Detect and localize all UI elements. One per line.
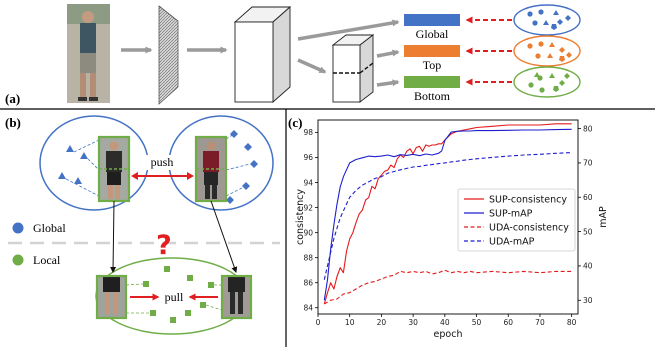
bottom-bar bbox=[404, 76, 460, 88]
x-axis-label: epoch bbox=[434, 329, 463, 340]
legend-local-dot bbox=[12, 254, 24, 266]
cluster-left bbox=[39, 115, 149, 211]
feature-cube bbox=[233, 6, 292, 103]
series-line-sup-consistency bbox=[323, 123, 572, 305]
cluster-left-points bbox=[58, 145, 88, 184]
legend-entry: UDA-consistency bbox=[489, 222, 569, 233]
top-bar-label: Top bbox=[423, 58, 442, 72]
connector-left bbox=[110, 200, 117, 273]
person-image-left bbox=[97, 135, 131, 203]
x-tick-label: 80 bbox=[567, 318, 577, 327]
y-right-tick-label: 40 bbox=[583, 262, 593, 271]
y-right-tick-label: 60 bbox=[583, 193, 593, 202]
split-cube bbox=[331, 34, 375, 103]
x-tick-label: 20 bbox=[377, 318, 387, 327]
panel-b-label: (b) bbox=[5, 115, 21, 130]
arrow-to-split bbox=[297, 58, 327, 74]
cluster-bottom-points bbox=[143, 266, 214, 323]
y-right-tick-label: 80 bbox=[583, 124, 593, 133]
top-bar bbox=[404, 45, 460, 57]
x-tick-label: 30 bbox=[408, 318, 418, 327]
y-tick-label: 98 bbox=[303, 128, 313, 137]
bottom-bar-label: Bottom bbox=[414, 89, 451, 103]
series-line-sup-map bbox=[323, 128, 572, 301]
y-tick-label: 92 bbox=[303, 203, 313, 212]
panel-c: (c) 0 10 20 30 40 50 60 70 80 84 86 88 90 92 94 96 98 30 4… bbox=[288, 115, 609, 340]
backbone-shape bbox=[158, 5, 179, 105]
legend-box bbox=[457, 188, 576, 252]
y-right-tick-label: 30 bbox=[583, 296, 593, 305]
cluster-global bbox=[513, 4, 581, 36]
person-crop-left bbox=[95, 274, 128, 320]
cluster-bottom bbox=[513, 66, 581, 98]
y-right-tick-label: 50 bbox=[583, 227, 593, 236]
y-tick-label: 88 bbox=[303, 253, 313, 262]
y-tick-label: 94 bbox=[303, 178, 313, 187]
legend-entry: SUP-mAP bbox=[489, 208, 533, 219]
cluster-top bbox=[513, 35, 581, 67]
x-tick-label: 60 bbox=[503, 318, 513, 327]
panel-a: Global Top Bottom bbox=[5, 4, 581, 106]
question-mark: ? bbox=[156, 230, 172, 261]
global-bar bbox=[404, 14, 460, 26]
cluster-right-points bbox=[226, 130, 258, 204]
legend-entry: SUP-consistency bbox=[489, 194, 567, 205]
y-tick-label: 90 bbox=[303, 228, 313, 237]
panel-a-label: (a) bbox=[5, 91, 20, 106]
legend-entry: UDA-mAP bbox=[489, 236, 535, 247]
arrow-to-global bbox=[297, 19, 400, 41]
x-tick-label: 70 bbox=[535, 318, 545, 327]
push-label: push bbox=[151, 155, 174, 169]
legend-local-label: Local bbox=[33, 253, 61, 267]
arrow-to-top bbox=[376, 49, 400, 58]
consistency-map-chart: 0 10 20 30 40 50 60 70 80 84 86 88 90 92 94 96 98 30 40 50 6… bbox=[295, 119, 609, 340]
y-right-axis-label: mAP bbox=[598, 206, 609, 228]
y-tick-label: 86 bbox=[303, 278, 313, 287]
y-tick-label: 96 bbox=[303, 153, 313, 162]
series-line-uda-consistency bbox=[324, 269, 572, 305]
x-tick-label: 40 bbox=[440, 318, 450, 327]
y-tick-label: 84 bbox=[303, 303, 313, 312]
panel-c-label: (c) bbox=[288, 115, 302, 130]
connector-right bbox=[210, 200, 238, 273]
y-axis-label: consistency bbox=[295, 189, 306, 245]
x-tick-label: 50 bbox=[472, 318, 482, 327]
person-crop-right bbox=[220, 274, 253, 320]
series-line-uda-map bbox=[323, 152, 572, 280]
y-right-tick-label: 70 bbox=[583, 159, 593, 168]
arrow-to-bottom bbox=[376, 79, 400, 87]
pull-label: pull bbox=[165, 290, 184, 304]
global-bar-label: Global bbox=[416, 27, 449, 41]
x-tick-label: 10 bbox=[345, 318, 355, 327]
person-image-a bbox=[67, 4, 110, 103]
x-tick-label: 0 bbox=[316, 318, 321, 327]
panel-b: (b) bbox=[5, 115, 280, 335]
person-image-right bbox=[194, 135, 228, 203]
legend-global-dot bbox=[12, 222, 24, 234]
legend-global-label: Global bbox=[33, 221, 66, 235]
